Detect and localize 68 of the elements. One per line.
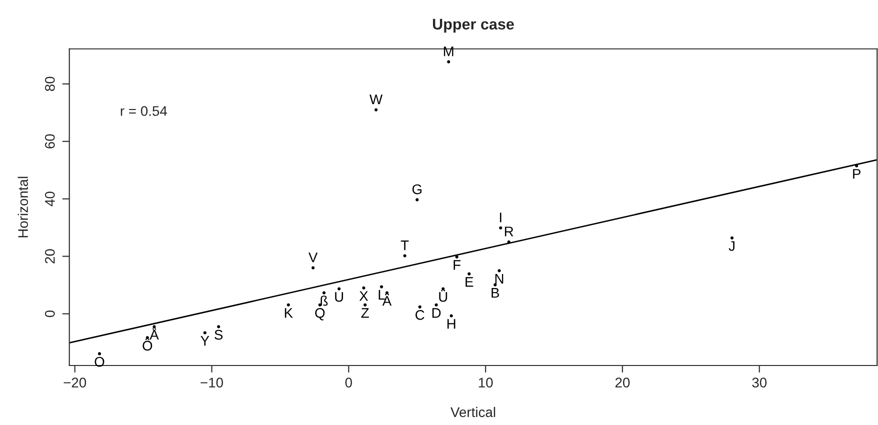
data-label: Å xyxy=(150,327,159,340)
point xyxy=(450,314,453,318)
point xyxy=(362,286,366,290)
point xyxy=(338,287,341,290)
point xyxy=(322,291,326,294)
data-label: W xyxy=(370,94,383,104)
x-tick-label: −10 xyxy=(200,378,223,388)
data-label: E xyxy=(466,277,474,287)
y-tick-label: 80 xyxy=(44,76,55,92)
data-label: K xyxy=(284,308,293,318)
data-label: Q xyxy=(315,308,325,320)
data-label: S xyxy=(214,330,223,340)
data-label: P xyxy=(853,169,860,179)
x-tick-label: 20 xyxy=(615,378,630,388)
data-label: T xyxy=(400,240,409,250)
data-label: ß xyxy=(320,296,328,306)
data-label: F xyxy=(454,260,460,270)
data-label: Ä xyxy=(382,294,392,306)
point xyxy=(855,164,858,168)
data-label: I xyxy=(500,212,502,222)
point xyxy=(418,305,422,308)
data-label: X xyxy=(359,291,368,301)
point xyxy=(217,325,220,328)
point xyxy=(98,352,102,356)
point xyxy=(468,272,471,276)
data-label: O xyxy=(94,356,104,367)
annotation: r = 0.54 xyxy=(120,106,168,116)
point xyxy=(494,283,497,286)
chart-title: Upper case xyxy=(432,18,514,33)
data-label: J xyxy=(728,241,734,251)
x-tick-label: 10 xyxy=(478,378,493,388)
x-axis-title: Vertical xyxy=(450,406,496,418)
point xyxy=(203,331,206,334)
point xyxy=(364,303,367,306)
y-axis-title: Horizontal xyxy=(18,176,28,238)
point xyxy=(403,254,406,258)
data-label: C xyxy=(416,310,424,320)
y-tick-label: 40 xyxy=(44,192,55,206)
data-label: B xyxy=(492,288,500,298)
point xyxy=(434,303,438,306)
point xyxy=(374,108,378,112)
y-tick-label: 0 xyxy=(44,310,55,318)
x-tick-label: −20 xyxy=(64,378,86,388)
point xyxy=(380,285,384,288)
y-tick-label: 20 xyxy=(44,249,55,264)
point xyxy=(312,266,315,270)
data-label: D xyxy=(432,308,441,318)
data-label: V xyxy=(308,252,318,262)
point xyxy=(416,198,419,202)
data-label: Ü xyxy=(439,290,448,302)
point xyxy=(455,255,458,258)
point xyxy=(286,303,290,306)
data-label: L xyxy=(378,290,385,300)
point xyxy=(499,226,502,230)
data-label: H xyxy=(447,319,456,329)
data-label: G xyxy=(412,184,422,194)
y-tick-label: 60 xyxy=(44,134,55,148)
data-label: N xyxy=(495,274,504,284)
point xyxy=(730,236,734,240)
data-label: Z xyxy=(361,308,369,318)
data-label: Y xyxy=(200,336,210,346)
point xyxy=(447,60,450,64)
data-label: Ö xyxy=(142,338,152,351)
data-label: U xyxy=(335,292,344,302)
point xyxy=(498,269,501,272)
x-tick-label: 30 xyxy=(752,378,767,388)
data-label: R xyxy=(504,226,514,236)
x-tick-label: 0 xyxy=(345,378,352,388)
